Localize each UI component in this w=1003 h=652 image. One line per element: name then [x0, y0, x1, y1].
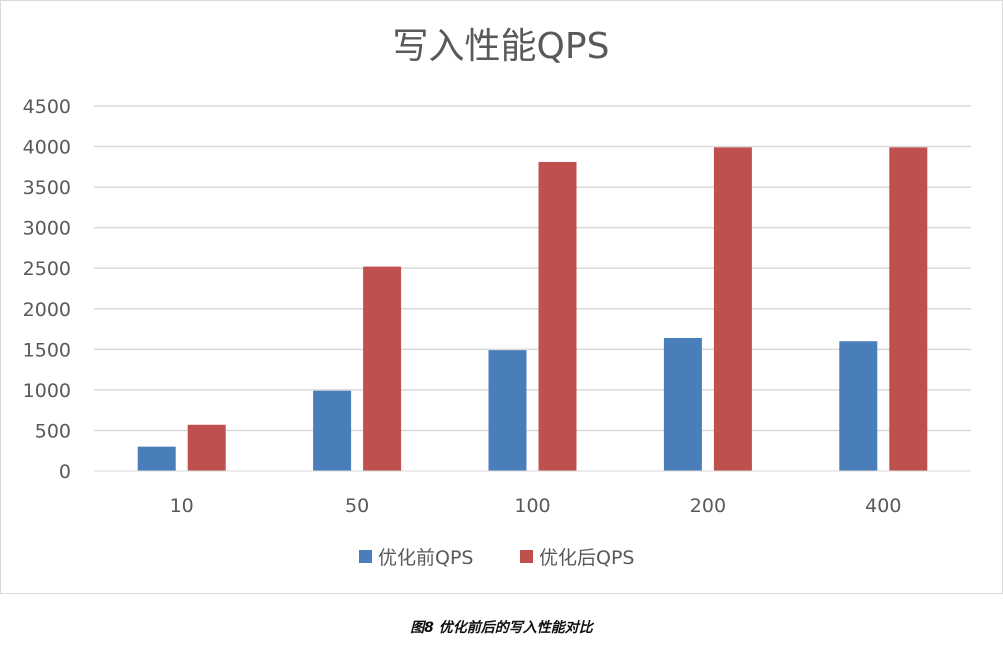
bar-chart: 写入性能QPS 05001000150020002500300035004000… — [23, 26, 971, 569]
legend-swatch-after — [520, 550, 533, 563]
bar-before-100 — [488, 350, 527, 471]
x-axis-tick-labels: 10 50 100 200 400 — [170, 495, 902, 517]
y-tick-label: 1000 — [23, 380, 71, 402]
y-tick-label: 3500 — [23, 177, 71, 199]
bar-after-400 — [889, 147, 928, 471]
y-tick-label: 0 — [59, 461, 71, 483]
y-axis-tick-labels: 0 500 1000 1500 2000 2500 3000 3500 4000 4500 — [23, 96, 71, 483]
legend-label-after: 优化后QPS — [539, 547, 634, 569]
x-tick-label: 10 — [170, 495, 194, 517]
bar-after-10 — [187, 424, 226, 471]
y-tick-label: 2000 — [23, 299, 71, 321]
bars — [137, 147, 928, 471]
chart-title: 写入性能QPS — [393, 26, 610, 67]
legend: 优化前QPS 优化后QPS — [359, 547, 634, 569]
bar-after-200 — [713, 147, 752, 471]
figure-caption: 图8 优化前后的写入性能对比 — [410, 620, 593, 636]
bar-before-400 — [839, 341, 878, 471]
x-tick-label: 200 — [690, 495, 726, 517]
gridlines — [94, 105, 971, 432]
y-tick-label: 3000 — [23, 218, 71, 240]
x-tick-label: 50 — [345, 495, 369, 517]
bar-before-50 — [313, 390, 352, 471]
x-tick-label: 400 — [865, 495, 901, 517]
y-tick-label: 4500 — [23, 96, 71, 118]
legend-label-before: 优化前QPS — [378, 547, 473, 569]
y-tick-label: 500 — [35, 420, 71, 442]
y-tick-label: 1500 — [23, 339, 71, 361]
bar-before-200 — [663, 337, 702, 471]
y-tick-label: 2500 — [23, 258, 71, 280]
x-tick-label: 100 — [514, 495, 550, 517]
bar-after-50 — [363, 266, 402, 471]
bar-after-100 — [538, 161, 577, 471]
chart-frame: 写入性能QPS 0 500 1000 1500 2000 2500 3000 3500 4000… — [0, 0, 1003, 594]
bar-before-10 — [137, 446, 176, 471]
legend-swatch-before — [359, 550, 372, 563]
y-tick-label: 4000 — [23, 137, 71, 159]
